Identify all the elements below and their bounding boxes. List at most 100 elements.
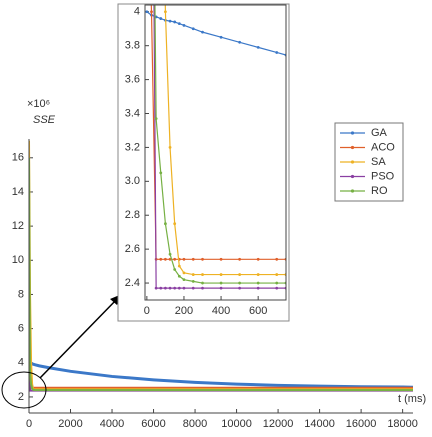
marker xyxy=(177,22,181,26)
x-tick-label: 8000 xyxy=(183,418,207,430)
y-tick-label: 4 xyxy=(134,6,140,18)
series-line xyxy=(29,361,413,389)
y-tick-label: 2 xyxy=(18,391,24,403)
marker xyxy=(238,286,242,290)
x-tick-label: 400 xyxy=(212,305,230,317)
y-tick-label: 3.6 xyxy=(125,74,140,86)
y-tick-label: 3.0 xyxy=(125,175,140,187)
marker xyxy=(238,257,242,261)
marker xyxy=(168,19,172,23)
x-tick-label: 18000 xyxy=(387,418,418,430)
marker xyxy=(173,268,177,271)
marker xyxy=(150,10,153,14)
marker xyxy=(238,40,242,44)
marker xyxy=(201,257,204,261)
zoom-arrow xyxy=(39,297,119,379)
y-tick-label: 3.8 xyxy=(125,40,140,52)
marker xyxy=(191,27,195,31)
legend-marker xyxy=(350,160,355,164)
marker xyxy=(191,257,195,261)
marker xyxy=(168,257,172,261)
marker xyxy=(191,273,195,276)
y-tick-label: 8 xyxy=(18,288,24,300)
legend-marker xyxy=(350,174,355,179)
marker xyxy=(154,286,158,290)
x-tick-label: 200 xyxy=(175,305,193,317)
marker xyxy=(219,286,223,290)
y-tick-label: 3.4 xyxy=(125,107,140,119)
x-tick-label: 10000 xyxy=(221,418,252,430)
marker xyxy=(182,23,186,27)
marker xyxy=(164,222,167,226)
marker xyxy=(275,281,279,285)
series-line xyxy=(150,5,286,260)
inset-plot: 0 200 400 600 2.4 2.6 2.8 3.0 3.2 3.4 3.6 3.8 4 xyxy=(125,4,287,317)
x-tick-label: 0 xyxy=(26,418,32,430)
y-tick-label: 2.4 xyxy=(125,277,140,289)
series-line xyxy=(164,5,286,276)
marker xyxy=(168,286,172,290)
marker xyxy=(177,286,181,290)
marker xyxy=(164,286,167,290)
marker xyxy=(256,286,260,290)
series-line xyxy=(146,11,286,56)
legend-label: ACO xyxy=(371,141,395,153)
marker xyxy=(182,257,186,261)
marker xyxy=(256,273,260,276)
y-axis-label: SSE xyxy=(33,114,56,126)
marker xyxy=(168,146,172,149)
marker xyxy=(177,274,181,278)
marker xyxy=(219,281,223,285)
marker xyxy=(219,35,223,39)
marker xyxy=(275,286,279,290)
marker xyxy=(182,271,186,275)
y-tick-label: 6 xyxy=(18,323,24,335)
series-line xyxy=(29,345,413,389)
legend-label: GA xyxy=(371,127,388,139)
y-tick-label: 10 xyxy=(12,254,24,266)
marker xyxy=(177,264,181,268)
marker xyxy=(164,257,167,261)
marker xyxy=(201,286,204,290)
marker xyxy=(173,20,177,24)
marker xyxy=(182,286,186,290)
marker xyxy=(159,257,163,261)
marker xyxy=(256,281,260,285)
marker xyxy=(238,273,242,276)
x-tick-label: 14000 xyxy=(304,418,335,430)
series-line xyxy=(154,5,286,284)
x-tick-label: 6000 xyxy=(141,418,165,430)
y-tick-label: 3.2 xyxy=(125,141,140,153)
main-plot: 0 2000 4000 6000 8000 10000 12000 14000 16000 180… xyxy=(12,98,426,430)
marker xyxy=(164,10,167,14)
y-tick-label: 12 xyxy=(12,220,24,232)
legend-marker xyxy=(350,189,355,193)
marker xyxy=(238,281,242,285)
x-tick-label: 2000 xyxy=(58,418,82,430)
marker xyxy=(159,171,163,175)
legend-label: SA xyxy=(371,156,386,168)
legend: GA ACO SA PSO RO xyxy=(334,122,404,202)
marker xyxy=(182,278,186,282)
marker xyxy=(145,10,149,14)
x-tick-label: 12000 xyxy=(263,418,294,430)
marker xyxy=(256,45,260,49)
y-multiplier: ×10⁶ xyxy=(27,98,50,110)
legend-label: RO xyxy=(371,185,388,197)
x-tick-label: 0 xyxy=(144,305,150,317)
marker xyxy=(256,257,260,261)
marker xyxy=(159,286,163,290)
marker xyxy=(173,286,177,290)
x-tick-label: 600 xyxy=(249,305,267,317)
marker xyxy=(275,51,279,54)
marker xyxy=(159,17,163,20)
marker xyxy=(275,273,279,276)
x-tick-label: 4000 xyxy=(100,418,124,430)
marker xyxy=(154,117,158,120)
legend-marker xyxy=(350,145,355,150)
marker xyxy=(191,279,195,283)
inset-axes xyxy=(144,4,287,301)
marker xyxy=(219,273,223,276)
x-tick-label: 16000 xyxy=(346,418,377,430)
